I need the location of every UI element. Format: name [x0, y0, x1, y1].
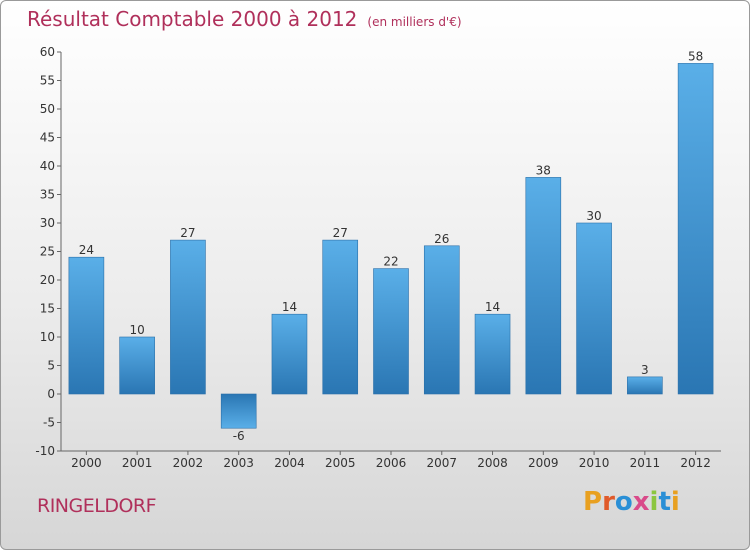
- y-tick-label: 25: [40, 245, 55, 259]
- x-tick-label: 2005: [325, 456, 356, 470]
- x-tick-label: 2008: [477, 456, 508, 470]
- y-tick-label: 30: [40, 216, 55, 230]
- data-label-2010: 30: [586, 209, 601, 223]
- chart-title-text: Résultat Comptable 2000 à 2012: [27, 7, 358, 31]
- bar-2009: [525, 177, 562, 395]
- y-tick-label: 55: [40, 74, 55, 88]
- data-label-2000: 24: [79, 243, 94, 257]
- bars: [68, 63, 714, 429]
- bar-2008: [474, 313, 511, 395]
- x-tick-label: 2003: [223, 456, 254, 470]
- x-tick-label: 2002: [173, 456, 204, 470]
- logo-letter: i: [670, 487, 680, 517]
- bar-2011: [627, 376, 663, 395]
- y-tick-label: 50: [40, 102, 55, 116]
- bar-2004: [271, 313, 308, 395]
- bar-2001: [119, 336, 155, 395]
- y-tick-label: 35: [40, 188, 55, 202]
- data-label-2011: 3: [641, 363, 649, 377]
- data-labels: 24 10 27 -6 14 27 22 26 14 38 30 3 58: [79, 49, 704, 443]
- x-tick-label: 2006: [376, 456, 407, 470]
- chart-title: Résultat Comptable 2000 à 2012 (en millie…: [27, 7, 462, 31]
- data-label-2001: 10: [130, 323, 145, 337]
- x-tick-label: 2010: [579, 456, 610, 470]
- y-tick-label: 0: [47, 387, 55, 401]
- x-tick-label: 2011: [630, 456, 661, 470]
- data-label-2004: 14: [282, 300, 297, 314]
- data-label-2008: 14: [485, 300, 500, 314]
- x-tick-label: 2007: [426, 456, 457, 470]
- y-tick-label: 40: [40, 159, 55, 173]
- data-label-2002: 27: [180, 226, 195, 240]
- bar-2006: [373, 268, 409, 395]
- y-tick-label: -10: [35, 444, 55, 458]
- data-label-2006: 22: [383, 255, 398, 269]
- data-label-2009: 38: [536, 163, 551, 177]
- data-label-2005: 27: [333, 226, 348, 240]
- logo-letter: x: [632, 487, 650, 517]
- proxiti-logo: Proxiti: [583, 487, 680, 517]
- bar-2002: [170, 239, 206, 395]
- y-tick-label: 60: [40, 45, 55, 59]
- y-tick-label: 20: [40, 273, 55, 287]
- chart-subtitle: (en milliers d'€): [367, 15, 462, 29]
- y-tick-label: 15: [40, 302, 55, 316]
- data-label-2003: -6: [233, 429, 245, 443]
- bar-2007: [423, 245, 460, 395]
- data-label-2007: 26: [434, 232, 449, 246]
- x-tick-label: 2004: [274, 456, 305, 470]
- bar-2003: [220, 393, 257, 429]
- logo-letter: r: [602, 487, 615, 517]
- logo-letter: i: [649, 487, 659, 517]
- bar-2000: [68, 256, 105, 395]
- place-name: RINGELDORF: [37, 495, 157, 517]
- y-tick-label: 45: [40, 131, 55, 145]
- logo-letter: t: [658, 487, 671, 517]
- x-tick-label: 2009: [528, 456, 559, 470]
- logo-letter: P: [583, 487, 603, 517]
- x-tick-label: 2012: [680, 456, 711, 470]
- bar-2005: [322, 239, 359, 395]
- x-tick-label: 2001: [122, 456, 153, 470]
- y-tick-label: 5: [47, 359, 55, 373]
- axes: -10 -5 0 5 10 15 20 25 30 35 40 45 50 55 60 2000 2001 200…: [35, 45, 721, 470]
- bar-2012: [677, 63, 714, 395]
- x-tick-label: 2000: [71, 456, 102, 470]
- y-tick-label: -5: [43, 416, 55, 430]
- bar-2010: [576, 222, 612, 395]
- logo-letter: o: [614, 487, 633, 517]
- y-tick-label: 10: [40, 330, 55, 344]
- data-label-2012: 58: [688, 49, 703, 63]
